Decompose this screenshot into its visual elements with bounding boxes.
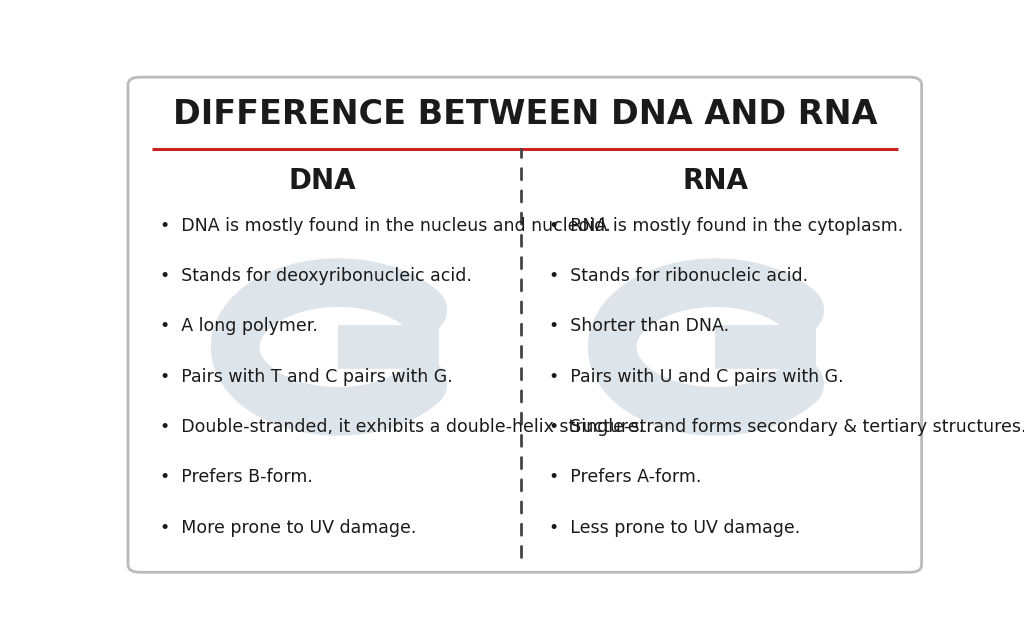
Text: •  Single-strand forms secondary & tertiary structures.: • Single-strand forms secondary & tertia… <box>549 418 1024 436</box>
Text: •  Stands for deoxyribonucleic acid.: • Stands for deoxyribonucleic acid. <box>160 267 472 285</box>
Text: •  Pairs with T and C pairs with G.: • Pairs with T and C pairs with G. <box>160 368 453 386</box>
Text: •  A long polymer.: • A long polymer. <box>160 318 317 336</box>
Text: •  Prefers A-form.: • Prefers A-form. <box>549 468 701 486</box>
Text: •  Shorter than DNA.: • Shorter than DNA. <box>549 318 729 336</box>
Text: •  DNA is mostly found in the nucleus and nucleoid.: • DNA is mostly found in the nucleus and… <box>160 217 610 235</box>
Text: •  More prone to UV damage.: • More prone to UV damage. <box>160 519 416 537</box>
Text: •  Less prone to UV damage.: • Less prone to UV damage. <box>549 519 800 537</box>
Text: DNA: DNA <box>289 167 356 195</box>
FancyBboxPatch shape <box>128 77 922 572</box>
Text: RNA: RNA <box>682 167 749 195</box>
Text: •  RNA is mostly found in the cytoplasm.: • RNA is mostly found in the cytoplasm. <box>549 217 903 235</box>
Text: •  Stands for ribonucleic acid.: • Stands for ribonucleic acid. <box>549 267 808 285</box>
Text: •  Double-stranded, it exhibits a double-helix structure.: • Double-stranded, it exhibits a double-… <box>160 418 644 436</box>
Text: •  Pairs with U and C pairs with G.: • Pairs with U and C pairs with G. <box>549 368 843 386</box>
Text: •  Prefers B-form.: • Prefers B-form. <box>160 468 312 486</box>
Text: DIFFERENCE BETWEEN DNA AND RNA: DIFFERENCE BETWEEN DNA AND RNA <box>173 98 877 131</box>
